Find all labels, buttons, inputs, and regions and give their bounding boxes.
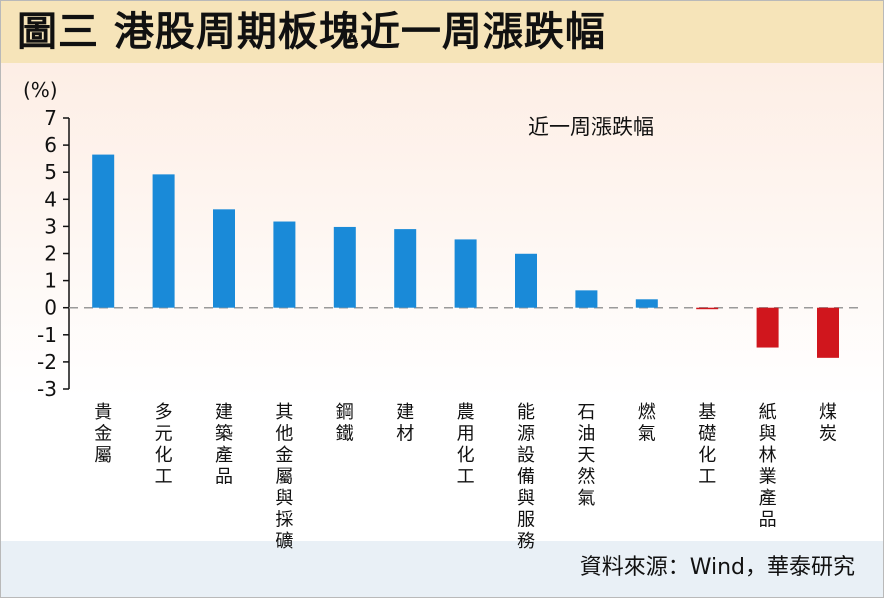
bar (696, 307, 719, 310)
y-axis-unit-label: (%) (23, 78, 58, 102)
title-band: 圖三 港股周期板塊近一周漲跌幅 (1, 1, 883, 65)
bar (333, 226, 356, 308)
category-label: 工 (155, 467, 173, 488)
category-label: 屬 (94, 445, 112, 466)
category-label: 貴 (94, 402, 112, 423)
category-label: 屬 (275, 467, 293, 488)
bar (92, 154, 115, 308)
category-labels: 貴金屬多元化工建築產品其他金屬與採礦鋼鐵建材農用化工能源設備與服務石油天然氣燃氣… (94, 402, 837, 552)
category-label: 品 (759, 510, 777, 531)
y-tick-label: 6 (44, 133, 57, 157)
category-label: 煤 (819, 402, 837, 423)
category-label: 金 (275, 445, 293, 466)
bar (273, 221, 296, 308)
y-tick-label: 1 (44, 269, 57, 293)
category-label: 與 (517, 488, 535, 509)
category-label: 礦 (275, 531, 293, 552)
bar (515, 253, 537, 308)
category-label: 氣 (638, 424, 656, 445)
category-label: 石 (577, 402, 595, 423)
category-label: 化 (155, 445, 173, 466)
category-label: 林 (759, 445, 777, 466)
category-label: 材 (396, 424, 414, 445)
bar (635, 299, 658, 308)
category-label: 築 (215, 424, 233, 445)
category-label: 業 (759, 467, 777, 488)
bar (394, 229, 417, 308)
category-label: 備 (517, 467, 535, 488)
category-label: 元 (155, 424, 173, 445)
category-label: 其 (275, 402, 293, 423)
y-tick-label: 3 (44, 214, 57, 238)
category-label: 與 (275, 488, 293, 509)
category-label: 鋼 (336, 402, 354, 423)
y-tick-label: 5 (44, 160, 57, 184)
category-label: 源 (517, 424, 535, 445)
y-tick-label: 0 (44, 296, 57, 320)
category-label: 品 (215, 467, 233, 488)
category-label: 化 (698, 445, 716, 466)
bar (213, 209, 235, 308)
bar (817, 307, 839, 358)
category-label: 能 (517, 402, 535, 423)
category-label: 產 (759, 488, 777, 509)
category-label: 基 (698, 402, 716, 423)
category-label: 鐵 (336, 424, 354, 445)
category-label: 礎 (698, 424, 716, 445)
category-label: 他 (275, 424, 293, 445)
figure-title: 圖三 港股周期板塊近一周漲跌幅 (17, 8, 606, 55)
category-label: 與 (759, 424, 777, 445)
category-label: 然 (577, 467, 595, 488)
y-tick-label: -3 (37, 377, 57, 401)
y-tick-label: 7 (44, 106, 57, 130)
source-band (1, 541, 883, 597)
bar (152, 174, 175, 308)
category-label: 燃 (638, 402, 656, 423)
category-label: 工 (698, 467, 716, 488)
category-label: 氣 (577, 488, 595, 509)
y-tick-label: -2 (37, 350, 57, 374)
bar (756, 307, 779, 348)
category-label: 天 (577, 445, 595, 466)
category-label: 紙 (759, 402, 777, 423)
category-label: 採 (275, 510, 293, 531)
category-label: 炭 (819, 424, 837, 445)
category-label: 用 (457, 424, 475, 445)
category-label: 化 (457, 445, 475, 466)
plot-background (1, 63, 883, 541)
category-label: 服 (517, 510, 535, 531)
y-tick-label: -1 (37, 323, 57, 347)
category-label: 油 (577, 424, 595, 445)
category-label: 建 (396, 402, 414, 423)
category-label: 多 (155, 402, 173, 423)
category-label: 設 (517, 445, 535, 466)
bars (92, 154, 839, 358)
y-tick-label: 2 (44, 242, 57, 266)
legend-label: 近一周漲跌幅 (528, 115, 654, 139)
category-label: 務 (517, 531, 535, 552)
category-label: 金 (94, 424, 112, 445)
category-label: 工 (457, 467, 475, 488)
source-note: 資料來源：Wind，華泰研究 (579, 555, 855, 580)
bar (454, 239, 477, 308)
y-tick-label: 4 (44, 187, 57, 211)
bar (575, 290, 598, 308)
category-label: 建 (215, 402, 233, 423)
category-label: 農 (457, 402, 475, 423)
category-label: 產 (215, 445, 233, 466)
